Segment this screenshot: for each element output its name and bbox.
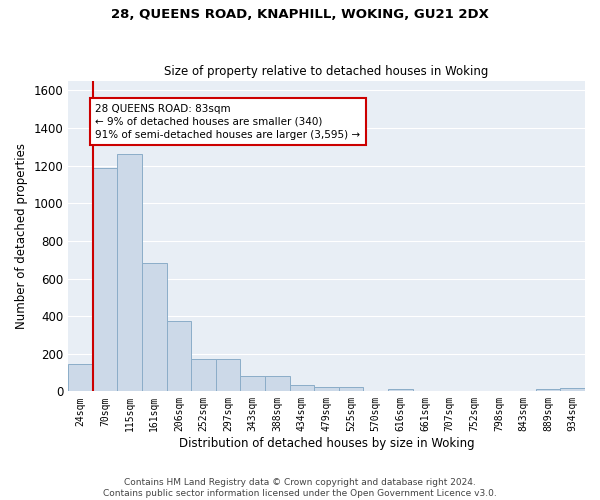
Bar — [265, 376, 290, 392]
Text: 28, QUEENS ROAD, KNAPHILL, WOKING, GU21 2DX: 28, QUEENS ROAD, KNAPHILL, WOKING, GU21 … — [111, 8, 489, 20]
Bar — [388, 388, 413, 392]
Bar — [167, 321, 191, 392]
Text: Contains HM Land Registry data © Crown copyright and database right 2024.
Contai: Contains HM Land Registry data © Crown c… — [103, 478, 497, 498]
Bar — [290, 385, 314, 392]
Bar — [216, 360, 241, 392]
Bar — [68, 364, 93, 392]
X-axis label: Distribution of detached houses by size in Woking: Distribution of detached houses by size … — [179, 437, 475, 450]
Title: Size of property relative to detached houses in Woking: Size of property relative to detached ho… — [164, 66, 489, 78]
Bar — [93, 168, 118, 392]
Y-axis label: Number of detached properties: Number of detached properties — [15, 143, 28, 329]
Bar — [142, 264, 167, 392]
Bar — [241, 376, 265, 392]
Text: 28 QUEENS ROAD: 83sqm
← 9% of detached houses are smaller (340)
91% of semi-deta: 28 QUEENS ROAD: 83sqm ← 9% of detached h… — [95, 104, 361, 140]
Bar — [191, 360, 216, 392]
Bar — [536, 388, 560, 392]
Bar — [314, 387, 339, 392]
Bar — [339, 387, 364, 392]
Bar — [118, 154, 142, 392]
Bar — [560, 388, 585, 392]
